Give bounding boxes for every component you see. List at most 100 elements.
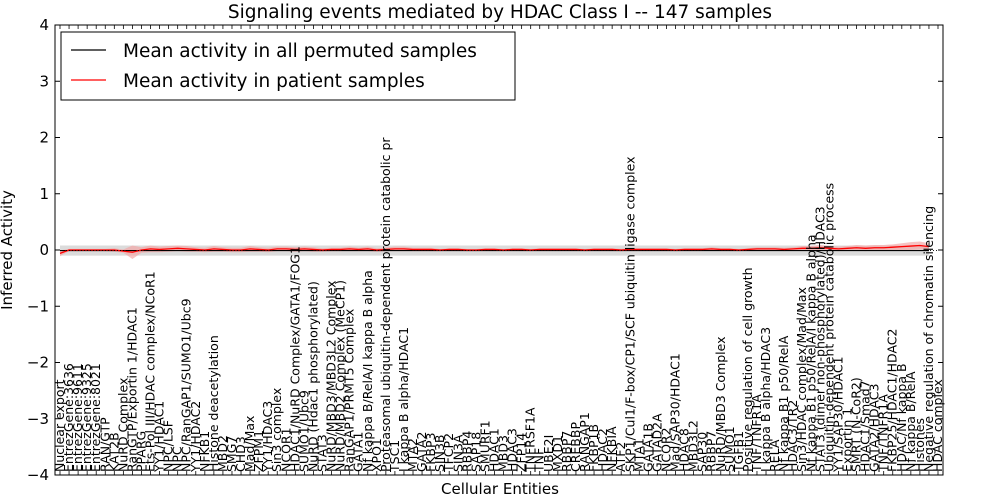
y-tick-label: −2 [27, 354, 49, 372]
category-label: TSC1 [387, 440, 402, 473]
category-label: HDAC complex [930, 379, 945, 472]
category-label: NPC [170, 446, 185, 472]
chart-title: Signaling events mediated by HDAC Class … [228, 2, 772, 23]
category-label: TNF/TNFR1A [749, 394, 764, 473]
category-label: SMURF1 [477, 420, 492, 472]
category-label: TNF/TNFR1A [876, 394, 891, 473]
category-label: TNF [532, 448, 547, 473]
category-label: EntrezGene:3636 [61, 363, 76, 472]
category-label: Sin3/HDAC complex/Mad/Max [794, 287, 809, 472]
category-label: GATA2 [414, 432, 429, 472]
y-tick-label: 2 [39, 129, 49, 147]
category-label: Nf kappa B1 p50/RelA [776, 335, 791, 472]
category-label: SIN3A [450, 434, 465, 472]
y-tick-label: −3 [27, 410, 49, 428]
category-label: TNFRSF1A [523, 407, 538, 473]
category-label: CREBBP [568, 422, 583, 472]
category-label: YY1/SAP30/HDAC1 [830, 356, 845, 473]
category-label: Mad/Max [242, 416, 257, 472]
category-label: MBD3 [496, 435, 511, 472]
category-label: RBBP4 [459, 431, 474, 472]
category-label: GATA1 [351, 432, 366, 472]
legend: Mean activity in all permuted samples Me… [60, 31, 516, 101]
category-label: HDAC8 [677, 428, 692, 472]
category-label: SAP30 [695, 432, 710, 472]
category-label: RanGTP/Exportin 1/HDAC1 [124, 307, 139, 472]
category-label: Proteasomal ubiquitin-dependent protein … [378, 137, 393, 472]
category-label: NPC/RanGAP1/SUMO1/Ubc9 [179, 298, 194, 472]
line-layer [59, 244, 938, 254]
category-label: SMG7 [224, 436, 239, 472]
category-label: MBD2 [215, 435, 230, 472]
x-axis-ticks [59, 25, 939, 475]
category-label: HDAC3 [505, 428, 520, 472]
category-label: RBBP7 [559, 431, 574, 472]
category-label: MTA2 [405, 438, 420, 472]
y-axis-label: Inferred Activity [0, 190, 16, 310]
y-tick-label: 4 [39, 16, 49, 34]
patient-mean-line [59, 244, 930, 254]
category-label: Exportin 1 [839, 408, 854, 472]
category-label: SAP18 [468, 432, 483, 472]
category-label: ZFPM1 [251, 430, 266, 472]
category-label: TFCP2 [441, 433, 456, 473]
legend-label-patient: Mean activity in patient samples [123, 71, 425, 92]
category-label: Mad/SAP30/HDAC1 [668, 353, 683, 472]
category-label: STAT3 (dimer non-phosphorylated)/HDAC3 [812, 206, 827, 472]
category-label: MBD3L2 [686, 420, 701, 472]
category-label: Negative regulation of chromatin silenci… [921, 206, 936, 472]
category-label: STAT3 [314, 434, 329, 472]
category-label: NuRD (Hdac1 phosphorylated) [305, 281, 320, 472]
category-label: UBE2I [541, 435, 556, 472]
category-label: I kappa B alpha/HDAC1 [396, 327, 411, 472]
category-label: HDAC1 [486, 428, 501, 472]
category-label: GATA1B [640, 423, 655, 472]
category-label: NPC/LSF [161, 420, 176, 472]
category-label: Nf kappa B/RelA/I kappa B alpha [360, 270, 375, 472]
category-label: HDAC1/Smad7 [858, 380, 873, 472]
category-label: Ets-Pol III/HDAC complex/NCoR1 [143, 271, 158, 472]
x-axis-label: Cellular Entities [441, 480, 559, 498]
category-label: GATAD2A [649, 413, 664, 472]
category-label: RAN/GTP [97, 417, 112, 472]
category-label: MXD1 [550, 435, 565, 472]
category-label: HDAC2 [595, 428, 610, 472]
category-label: ATF2 [613, 442, 628, 472]
category-label: MTA1 [631, 438, 646, 472]
category-label: RBBP7 [704, 431, 719, 472]
category-label: Positive regulation of cell growth [740, 267, 755, 472]
category-label: NFKBIA [604, 426, 619, 472]
category-label: YY1/HDAC2 [188, 401, 203, 473]
category-label: NuRD/MBD3 Complex [713, 336, 728, 472]
category-label: SMRT (N-CoR2) [849, 377, 864, 472]
category-label: HDAC/Nf kappa B [894, 363, 909, 472]
y-axis-ticks: −4 −3 −2 −1 0 1 2 3 4 [27, 16, 943, 484]
category-label: SUMO1/Ubc9 [296, 390, 311, 472]
y-tick-label: 1 [39, 185, 49, 203]
category-label: Nuclear export [52, 379, 67, 472]
category-label: GATA2/HDAC3 [867, 384, 882, 472]
category-label: YY1/HDAC1 [152, 401, 167, 473]
category-label: CHD3 [233, 436, 248, 472]
category-label: HDAC1/NuRD Complex/GATA1/FOG1 [287, 246, 302, 472]
category-label: SKP1/Cul1/F-box/CP1/SCF ubiquitin ligase… [622, 156, 637, 472]
category-label: Ubiquitin-dependent protein catabolic pr… [821, 183, 836, 472]
category-label: EntrezGene:9325 [79, 363, 94, 472]
category-label: RELA [767, 439, 782, 472]
category-label: NuRD/MBD3/MBD3L2 Complex [324, 280, 339, 472]
category-label: NCOR1 [278, 427, 293, 472]
category-label: Sin3 complex [269, 388, 284, 472]
category-label: FKBP25/HDAC1/HDAC2 [885, 329, 900, 472]
y-tick-label: −1 [27, 297, 49, 315]
legend-box [60, 31, 516, 101]
y-tick-label: 3 [39, 72, 49, 90]
category-labels: Nuclear exportEntrezGene:3636EntrezGene:… [52, 137, 945, 473]
category-label: NCOR2 [658, 427, 673, 472]
category-label: NuRD/MBD2 Complex (MeCP1) [333, 280, 348, 472]
category-label: Nf kappa B/RelA [903, 371, 918, 472]
category-label: I kappa B alpha/HDAC3 [758, 327, 773, 472]
y-tick-label: 0 [39, 241, 49, 259]
category-label: PPARG [133, 431, 148, 472]
category-label: RANGAP1 [577, 412, 592, 472]
